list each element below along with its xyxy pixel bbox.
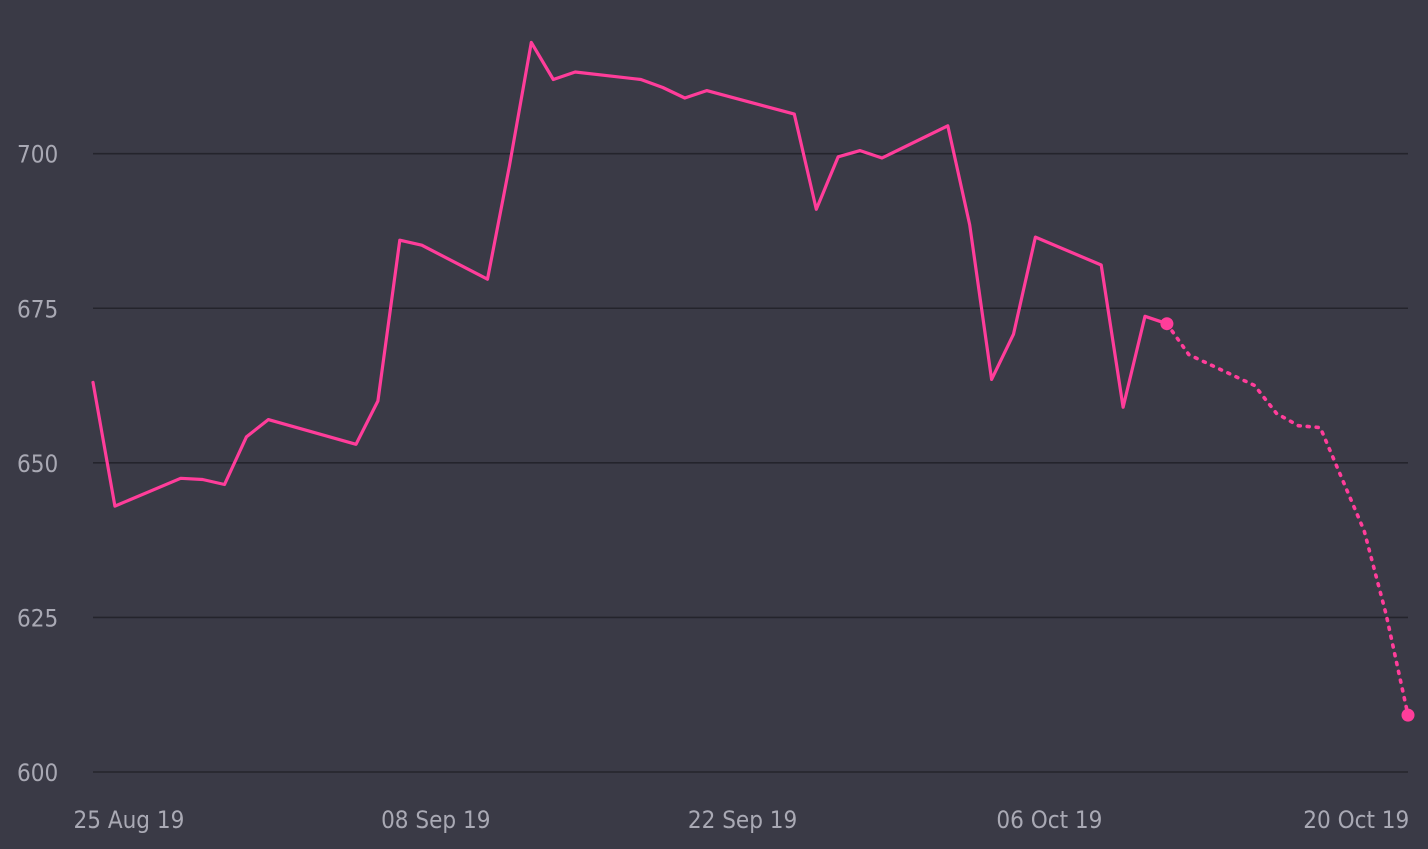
y-tick-label: 700 bbox=[17, 141, 58, 169]
series-layer bbox=[91, 40, 1410, 717]
y-tick-label: 650 bbox=[17, 450, 58, 478]
x-tick-label: 20 Oct 19 bbox=[1303, 806, 1409, 834]
y-axis: 600 625 650 675 700 bbox=[17, 141, 58, 787]
x-tick-label: 22 Sep 19 bbox=[688, 806, 797, 834]
x-axis: 25 Aug 19 08 Sep 19 22 Sep 19 06 Oct 19 20 O… bbox=[74, 806, 1410, 834]
actual-series-line bbox=[91, 40, 1169, 508]
y-tick-label: 675 bbox=[17, 295, 58, 323]
x-tick-label: 08 Sep 19 bbox=[381, 806, 490, 834]
y-tick-label: 625 bbox=[17, 604, 58, 632]
markers bbox=[1160, 317, 1415, 722]
x-tick-label: 06 Oct 19 bbox=[996, 806, 1102, 834]
x-tick-label: 25 Aug 19 bbox=[74, 806, 185, 834]
gridlines bbox=[93, 152, 1408, 773]
endpoint-marker bbox=[1401, 708, 1415, 722]
y-tick-label: 600 bbox=[17, 759, 58, 787]
endpoint-marker bbox=[1160, 317, 1174, 331]
forecast-series-line bbox=[1165, 321, 1410, 717]
